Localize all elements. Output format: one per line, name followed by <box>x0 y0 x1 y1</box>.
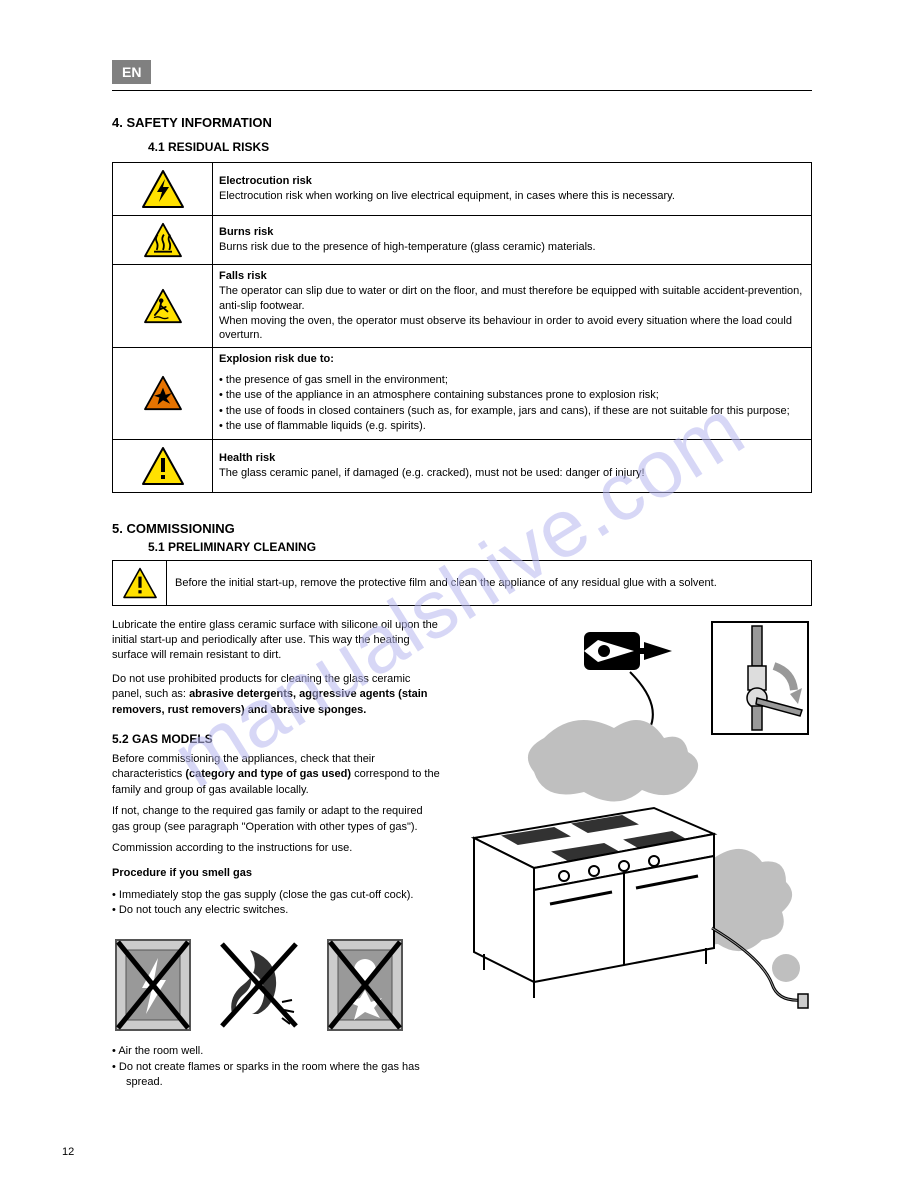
paragraph-commission: Commission according to the instructions… <box>112 841 442 856</box>
electric-hazard-icon <box>141 169 185 209</box>
callout-icon-cell <box>113 560 167 605</box>
bullet: Do not create flames or sparks in the ro… <box>112 1060 442 1091</box>
paragraph-prohibited-intro: Do not use prohibited products for clean… <box>112 672 442 718</box>
risk-row-burns: Burns risk Burns risk due to the presenc… <box>113 216 812 265</box>
risk-row-health: Health risk The glass ceramic panel, if … <box>113 439 812 492</box>
risk-row-electrocution: Electrocution risk Electrocution risk wh… <box>113 163 812 216</box>
generic-hazard-icon <box>122 567 158 599</box>
bullet: the use of flammable liquids (e.g. spiri… <box>219 419 805 434</box>
gas-leak-illustration <box>454 618 812 1008</box>
explosion-hazard-icon <box>143 375 183 411</box>
subsection-52-title: 5.2 GAS MODELS <box>112 732 442 746</box>
risk-body: Burns risk due to the presence of high-t… <box>219 241 596 253</box>
gas-leak-title: Procedure if you smell gas <box>112 867 252 879</box>
icon-cell <box>113 439 213 492</box>
icon-cell <box>113 265 213 348</box>
icon-cell <box>113 348 213 439</box>
risk-text: Burns risk Burns risk due to the presenc… <box>213 216 812 265</box>
risk-row-falls: Falls risk The operator can slip due to … <box>113 265 812 348</box>
gas-leak-list: Immediately stop the gas supply (close t… <box>112 888 442 919</box>
bullet: the use of the appliance in an atmospher… <box>219 388 805 403</box>
prohibit-icons-row <box>112 936 442 1034</box>
risk-body: The glass ceramic panel, if damaged (e.g… <box>219 467 645 479</box>
page-content: EN 4. SAFETY INFORMATION 4.1 RESIDUAL RI… <box>112 60 812 1091</box>
risk-title: Falls risk <box>219 270 267 282</box>
risk-text: Health risk The glass ceramic panel, if … <box>213 439 812 492</box>
no-spark-icon <box>324 936 406 1034</box>
risk-text: Falls risk The operator can slip due to … <box>213 265 812 348</box>
bullet: Do not touch any electric switches. <box>112 903 442 918</box>
cleaning-callout: Before the initial start-up, remove the … <box>112 560 812 606</box>
paragraph-lubricate: Lubricate the entire glass ceramic surfa… <box>112 618 442 664</box>
left-column: Lubricate the entire glass ceramic surfa… <box>112 618 442 1091</box>
risk-body: The operator can slip due to water or di… <box>219 285 802 342</box>
top-rule <box>112 90 812 91</box>
paragraph-check: Before commissioning the appliances, che… <box>112 752 442 798</box>
paragraph-change: If not, change to the required gas famil… <box>112 804 442 835</box>
risk-body: Electrocution risk when working on live … <box>219 190 675 202</box>
no-flame-icon <box>218 936 300 1034</box>
risk-text: Electrocution risk Electrocution risk wh… <box>213 163 812 216</box>
risk-title: Electrocution risk <box>219 175 312 187</box>
bullet: the use of foods in closed containers (s… <box>219 404 805 419</box>
generic-hazard-icon <box>141 446 185 486</box>
bullet: the presence of gas smell in the environ… <box>219 373 805 388</box>
subsection-51-title: 5.1 PRELIMINARY CLEANING <box>148 540 812 554</box>
bullet: Immediately stop the gas supply (close t… <box>112 888 442 903</box>
no-switch-icon <box>112 936 194 1034</box>
risk-title: Health risk <box>219 452 275 464</box>
risk-title: Burns risk <box>219 226 273 238</box>
risk-row-explosion: Explosion risk due to: the presence of g… <box>113 348 812 439</box>
risk-text: Explosion risk due to: the presence of g… <box>213 348 812 439</box>
section-5-title: 5. COMMISSIONING <box>112 521 812 536</box>
risk-title: Explosion risk due to: <box>219 353 334 365</box>
section-4-title: 4. SAFETY INFORMATION <box>112 115 812 130</box>
hot-surface-icon <box>143 222 183 258</box>
gas-leak-list-cont: Air the room well. Do not create flames … <box>112 1044 442 1090</box>
bullet: Air the room well. <box>112 1044 442 1059</box>
icon-cell <box>113 163 213 216</box>
right-column <box>454 618 812 1091</box>
callout-text: Before the initial start-up, remove the … <box>167 560 812 605</box>
explosion-bullets: the presence of gas smell in the environ… <box>219 373 805 435</box>
two-column-layout: Lubricate the entire glass ceramic surfa… <box>112 618 812 1091</box>
slip-hazard-icon <box>143 288 183 324</box>
language-badge: EN <box>112 60 151 84</box>
residual-risks-table: Electrocution risk Electrocution risk wh… <box>112 162 812 493</box>
icon-cell <box>113 216 213 265</box>
subsection-41-title: 4.1 RESIDUAL RISKS <box>148 140 812 154</box>
page-number: 12 <box>62 1146 74 1158</box>
